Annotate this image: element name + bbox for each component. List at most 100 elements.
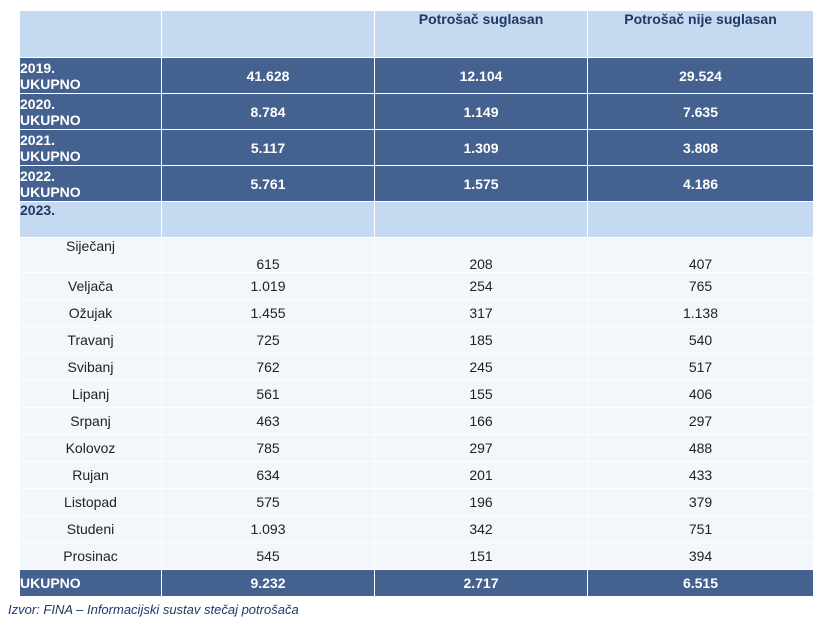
month-disagree: 379: [587, 488, 814, 516]
month-name: Studeni: [19, 515, 162, 543]
year-2023-label: 2023.: [19, 201, 162, 238]
month-row: Rujan 634 201 433: [19, 461, 814, 489]
year-label: 2021. UKUPNO: [19, 129, 162, 166]
header-cell-empty-1: [19, 10, 162, 58]
month-total: 634: [161, 461, 375, 489]
month-disagree: 297: [587, 407, 814, 435]
month-disagree: 1.138: [587, 299, 814, 327]
month-name: Prosinac: [19, 542, 162, 570]
year-row-2022: 2022. UKUPNO 5.761 1.575 4.186: [19, 165, 814, 202]
month-total: 545: [161, 542, 375, 570]
month-row: Ožujak 1.455 317 1.138: [19, 299, 814, 327]
month-name: Ožujak: [19, 299, 162, 327]
month-row: Kolovoz 785 297 488: [19, 434, 814, 462]
month-total: 463: [161, 407, 375, 435]
year-disagree: 29.524: [587, 57, 814, 94]
month-total: 725: [161, 326, 375, 354]
year-total: 8.784: [161, 93, 375, 130]
month-agree: 166: [374, 407, 588, 435]
month-agree: 208: [374, 237, 588, 273]
year-value: 2020.: [20, 95, 56, 112]
month-disagree: 407: [587, 237, 814, 273]
month-name: Srpanj: [19, 407, 162, 435]
month-agree: 297: [374, 434, 588, 462]
empty-cell: [587, 201, 814, 238]
header-cell-empty-2: [161, 10, 375, 58]
year-total: 41.628: [161, 57, 375, 94]
month-row: Travanj 725 185 540: [19, 326, 814, 354]
month-name: Travanj: [19, 326, 162, 354]
month-row: Srpanj 463 166 297: [19, 407, 814, 435]
total-2023-total: 9.232: [161, 569, 375, 597]
month-disagree: 540: [587, 326, 814, 354]
statistics-table: Potrošač suglasan Potrošač nije suglasan…: [19, 10, 814, 597]
month-name: Svibanj: [19, 353, 162, 381]
month-total: 785: [161, 434, 375, 462]
month-total: 615: [161, 237, 375, 273]
month-agree: 185: [374, 326, 588, 354]
month-name: Kolovoz: [19, 434, 162, 462]
year-disagree: 3.808: [587, 129, 814, 166]
month-disagree: 394: [587, 542, 814, 570]
source-note: Izvor: FINA – Informacijski sustav steča…: [8, 602, 299, 617]
empty-cell: [374, 201, 588, 238]
month-agree: 317: [374, 299, 588, 327]
month-row: Veljača 1.019 254 765: [19, 272, 814, 300]
month-total: 1.455: [161, 299, 375, 327]
month-agree: 342: [374, 515, 588, 543]
month-row: Studeni 1.093 342 751: [19, 515, 814, 543]
year-total: 5.117: [161, 129, 375, 166]
header-consumer-disagrees: Potrošač nije suglasan: [587, 10, 814, 58]
year-total-label: UKUPNO: [20, 111, 81, 128]
month-total: 1.093: [161, 515, 375, 543]
month-disagree: 488: [587, 434, 814, 462]
month-row: Prosinac 545 151 394: [19, 542, 814, 570]
month-row: Siječanj 615 208 407: [19, 237, 814, 273]
year-value: 2021.: [20, 131, 56, 148]
total-2023-agree: 2.717: [374, 569, 588, 597]
month-disagree: 751: [587, 515, 814, 543]
year-label: 2019. UKUPNO: [19, 57, 162, 94]
month-agree: 196: [374, 488, 588, 516]
month-name: Listopad: [19, 488, 162, 516]
year-row-2023-header: 2023.: [19, 201, 814, 238]
month-name: Rujan: [19, 461, 162, 489]
month-agree: 155: [374, 380, 588, 408]
year-row-2021: 2021. UKUPNO 5.117 1.309 3.808: [19, 129, 814, 166]
year-row-2020: 2020. UKUPNO 8.784 1.149 7.635: [19, 93, 814, 130]
year-agree: 1.149: [374, 93, 588, 130]
year-label: 2022. UKUPNO: [19, 165, 162, 202]
month-disagree: 433: [587, 461, 814, 489]
month-row: Svibanj 762 245 517: [19, 353, 814, 381]
month-agree: 201: [374, 461, 588, 489]
total-2023-label: UKUPNO: [19, 569, 162, 597]
month-agree: 151: [374, 542, 588, 570]
year-total-label: UKUPNO: [20, 183, 81, 200]
year-total-label: UKUPNO: [20, 75, 81, 92]
year-total-label: UKUPNO: [20, 147, 81, 164]
month-total: 575: [161, 488, 375, 516]
month-total: 1.019: [161, 272, 375, 300]
header-row: Potrošač suglasan Potrošač nije suglasan: [19, 10, 814, 58]
year-value: 2019.: [20, 59, 56, 76]
month-agree: 245: [374, 353, 588, 381]
month-total: 561: [161, 380, 375, 408]
month-agree: 254: [374, 272, 588, 300]
month-disagree: 517: [587, 353, 814, 381]
month-name: Lipanj: [19, 380, 162, 408]
year-agree: 1.309: [374, 129, 588, 166]
month-name: Siječanj: [19, 237, 162, 273]
month-disagree: 406: [587, 380, 814, 408]
year-disagree: 4.186: [587, 165, 814, 202]
month-disagree: 765: [587, 272, 814, 300]
total-2023-row: UKUPNO 9.232 2.717 6.515: [19, 569, 814, 597]
total-2023-disagree: 6.515: [587, 569, 814, 597]
year-disagree: 7.635: [587, 93, 814, 130]
header-consumer-agrees: Potrošač suglasan: [374, 10, 588, 58]
month-row: Lipanj 561 155 406: [19, 380, 814, 408]
year-row-2019: 2019. UKUPNO 41.628 12.104 29.524: [19, 57, 814, 94]
year-agree: 12.104: [374, 57, 588, 94]
month-name: Veljača: [19, 272, 162, 300]
year-agree: 1.575: [374, 165, 588, 202]
month-row: Listopad 575 196 379: [19, 488, 814, 516]
